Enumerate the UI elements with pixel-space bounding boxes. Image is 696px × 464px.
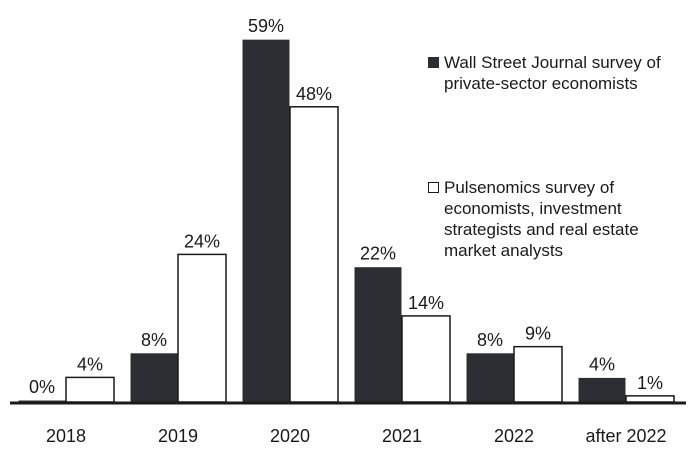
x-tick-label-2019: 2019 — [158, 426, 198, 446]
value-label-wsj-2019: 8% — [141, 330, 167, 350]
bar-wsj-2022 — [465, 352, 515, 403]
legend-swatch-wsj — [428, 57, 439, 68]
bar-wsj-2020 — [241, 38, 291, 403]
x-tick-label-2022: 2022 — [494, 426, 534, 446]
value-label-wsj-2022: 8% — [477, 330, 503, 350]
legend-2: Pulsenomics survey of economists, invest… — [428, 177, 684, 261]
bar-pulsenomics-2018 — [65, 376, 115, 403]
x-tick-labels-group: 2018 2019 2020 2021 2022 after 2022 — [46, 426, 667, 446]
bar-wsj-2021 — [353, 266, 403, 403]
value-label-pulsenomics-2018: 4% — [77, 354, 103, 374]
x-tick-label-2020: 2020 — [270, 426, 310, 446]
value-label-pulsenomics-2022: 9% — [525, 324, 551, 344]
bar-pulsenomics-after-2022 — [625, 395, 675, 403]
value-label-pulsenomics-2019: 24% — [184, 231, 220, 251]
value-label-wsj-after-2022: 4% — [589, 354, 615, 374]
value-label-pulsenomics-after-2022: 1% — [637, 373, 663, 393]
x-tick-label-after-2022: after 2022 — [585, 426, 666, 446]
bars-group — [17, 38, 675, 403]
bar-pulsenomics-2022 — [513, 345, 563, 403]
bar-wsj-2019 — [129, 352, 179, 403]
value-label-pulsenomics-2021: 14% — [408, 293, 444, 313]
bar-wsj-after-2022 — [577, 376, 627, 403]
x-tick-label-2018: 2018 — [46, 426, 86, 446]
bar-pulsenomics-2020 — [289, 106, 339, 403]
legend-item-pulsenomics: Pulsenomics survey of economists, invest… — [428, 177, 684, 261]
legend-swatch-pulsenomics — [428, 182, 439, 193]
value-labels-group: 0% 4% 8% 24% 59% 48% 22% 14% 8% 9% 4% 1% — [29, 16, 663, 397]
legend-label-wsj: Wall Street Journal survey of private-se… — [444, 53, 661, 93]
bar-pulsenomics-2021 — [401, 315, 451, 403]
legend-label-pulsenomics: Pulsenomics survey of economists, invest… — [444, 178, 639, 260]
x-tick-label-2021: 2021 — [382, 426, 422, 446]
value-label-wsj-2018: 0% — [29, 377, 55, 397]
bar-pulsenomics-2019 — [177, 253, 227, 403]
value-label-wsj-2021: 22% — [360, 244, 396, 264]
legend-item-wsj: Wall Street Journal survey of private-se… — [428, 52, 684, 94]
value-label-pulsenomics-2020: 48% — [296, 84, 332, 104]
legend: Wall Street Journal survey of private-se… — [428, 52, 684, 94]
value-label-wsj-2020: 59% — [248, 16, 284, 36]
